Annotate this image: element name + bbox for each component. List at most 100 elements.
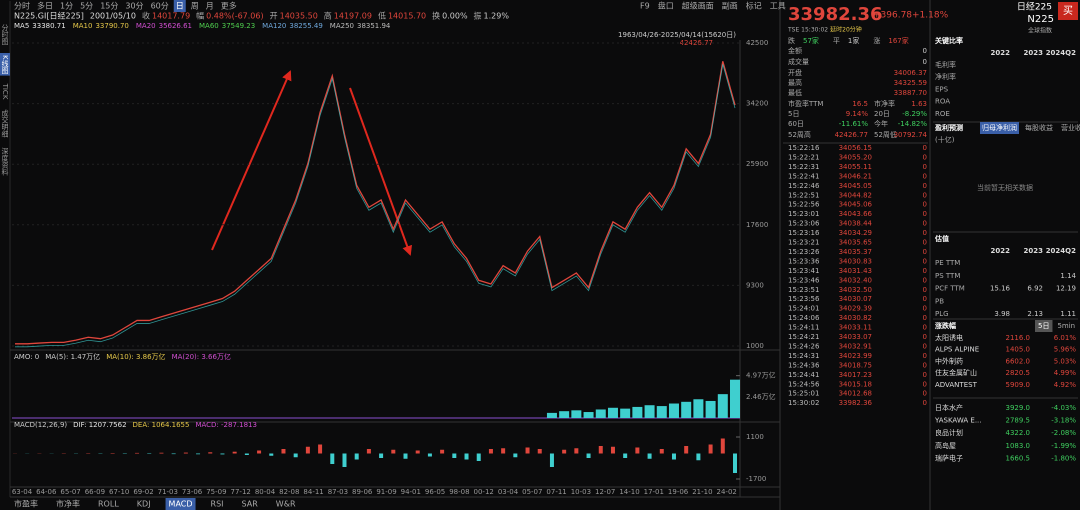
macd-bar bbox=[684, 446, 689, 454]
x-tick-label: 94-01 bbox=[401, 488, 421, 496]
movers-tab[interactable]: 5min bbox=[1057, 322, 1075, 330]
macd-bar bbox=[391, 449, 396, 454]
side-tab[interactable]: 分时图 bbox=[1, 23, 9, 46]
x-tick-label: 24-02 bbox=[717, 488, 737, 496]
tool-button[interactable]: F9 bbox=[640, 2, 650, 11]
side-tab[interactable]: TICK bbox=[1, 83, 9, 100]
label: ALPS ALPINE bbox=[935, 346, 979, 354]
label: 2022 bbox=[991, 247, 1011, 255]
side-tab[interactable]: K线图 bbox=[1, 55, 9, 75]
label: 1.29% bbox=[484, 12, 510, 21]
period-tab[interactable]: 5分 bbox=[80, 2, 93, 11]
period-tab[interactable]: 多日 bbox=[37, 1, 53, 11]
tool-button[interactable]: 盘口 bbox=[658, 1, 674, 11]
label: 34034.29 bbox=[839, 229, 872, 237]
label: 34032.40 bbox=[839, 276, 872, 284]
period-tab[interactable]: 30分 bbox=[125, 2, 143, 11]
label: 0 bbox=[923, 257, 927, 265]
label: 15.16 bbox=[990, 285, 1011, 293]
period-tab[interactable]: 1分 bbox=[60, 2, 73, 11]
label: 0 bbox=[923, 305, 927, 313]
macd-bar bbox=[488, 449, 493, 454]
label: 0.00% bbox=[442, 12, 468, 21]
label: 4.99% bbox=[1054, 369, 1077, 377]
period-tab[interactable]: 更多 bbox=[221, 1, 237, 11]
label: 低 bbox=[378, 11, 386, 21]
label: 今年 bbox=[874, 119, 888, 128]
label: 1家 bbox=[848, 36, 859, 45]
label: -1.80% bbox=[1051, 454, 1076, 462]
label: MACD: -287.1813 bbox=[195, 421, 257, 429]
period-tab[interactable]: 分时 bbox=[14, 1, 30, 11]
label: 1405.0 bbox=[1006, 346, 1031, 354]
macd-bar bbox=[610, 446, 615, 454]
x-tick-label: 77-12 bbox=[231, 488, 251, 496]
label: 0 bbox=[923, 163, 927, 171]
volume-bar bbox=[546, 412, 557, 418]
label: 34006.37 bbox=[894, 69, 927, 77]
label: 15:24:01 bbox=[788, 305, 819, 313]
indicator-tab[interactable]: W&R bbox=[276, 500, 296, 509]
x-tick-label: 12-07 bbox=[595, 488, 615, 496]
label: 34018.75 bbox=[839, 361, 872, 369]
tool-button[interactable]: 超级画面 bbox=[682, 1, 714, 11]
label: -4.03% bbox=[1051, 404, 1076, 412]
label: 0 bbox=[923, 380, 927, 388]
period-tab[interactable]: 日 bbox=[176, 2, 184, 11]
label: 34031.43 bbox=[839, 267, 872, 275]
label: 35626.61 bbox=[159, 22, 192, 30]
label: 最低 bbox=[788, 88, 802, 97]
macd-bar bbox=[647, 453, 652, 459]
y-tick-label: 17600 bbox=[746, 221, 768, 229]
label: MA60 bbox=[199, 22, 219, 30]
macd-bar bbox=[183, 452, 188, 454]
indicator-tab[interactable]: ROLL bbox=[98, 500, 119, 509]
label: 34038.44 bbox=[839, 220, 873, 228]
active-tab bbox=[165, 498, 196, 510]
indicator-tab[interactable]: KDJ bbox=[137, 500, 151, 509]
tool-button[interactable]: 工具 bbox=[770, 2, 786, 11]
macd-bar bbox=[318, 444, 323, 454]
macd-bar bbox=[720, 438, 725, 454]
side-tab[interactable]: 成交明细 bbox=[1, 109, 9, 139]
label: 15:25:01 bbox=[788, 390, 819, 398]
indicator-tab[interactable]: 市盈率 bbox=[14, 499, 38, 509]
macd-bar bbox=[427, 453, 432, 457]
period-tab[interactable]: 月 bbox=[206, 2, 214, 11]
label: 1.14 bbox=[1060, 272, 1076, 280]
label: 0 bbox=[923, 201, 927, 209]
buy-label[interactable]: 买 bbox=[1063, 5, 1073, 17]
period-tab[interactable]: 60分 bbox=[151, 2, 169, 11]
forecast-tab[interactable]: 每股收益 bbox=[1025, 123, 1053, 132]
x-tick-label: 73-06 bbox=[182, 488, 203, 496]
movers-tab[interactable]: 5日 bbox=[1038, 322, 1049, 330]
label: 高 bbox=[324, 11, 332, 21]
indicator-tab[interactable]: SAR bbox=[242, 500, 259, 509]
forecast-tab[interactable]: 营业收入 bbox=[1061, 123, 1080, 132]
x-tick-label: 03-04 bbox=[498, 488, 519, 496]
label: 0 bbox=[923, 182, 927, 190]
tool-button[interactable]: 标记 bbox=[746, 1, 762, 11]
side-tab[interactable]: 深度资料 bbox=[1, 147, 9, 177]
tool-button[interactable]: 副画 bbox=[722, 2, 738, 11]
macd-bar bbox=[562, 449, 567, 454]
label: 33887.70 bbox=[894, 89, 927, 97]
label: 0 bbox=[923, 210, 927, 218]
macd-bar bbox=[671, 453, 676, 460]
label: 37549.23 bbox=[222, 22, 255, 30]
indicator-tab[interactable]: 市净率 bbox=[56, 499, 80, 509]
x-tick-label: 91-09 bbox=[376, 488, 396, 496]
indicator-tab[interactable]: RSI bbox=[211, 500, 224, 509]
indicator-tab[interactable]: MACD bbox=[169, 500, 193, 509]
macd-bar bbox=[659, 449, 664, 454]
x-tick-label: 82-08 bbox=[279, 488, 299, 496]
x-tick-label: 80-04 bbox=[255, 488, 276, 496]
label: 2.13 bbox=[1027, 310, 1043, 318]
period-tab[interactable]: 15分 bbox=[100, 2, 118, 11]
label: 34012.68 bbox=[839, 390, 872, 398]
period-tab[interactable]: 周 bbox=[191, 2, 199, 11]
label: 0 bbox=[923, 58, 927, 66]
label: MA10 bbox=[73, 22, 93, 30]
forecast-tab[interactable]: 归母净利润 bbox=[982, 123, 1017, 132]
buy-button[interactable] bbox=[1058, 2, 1078, 20]
